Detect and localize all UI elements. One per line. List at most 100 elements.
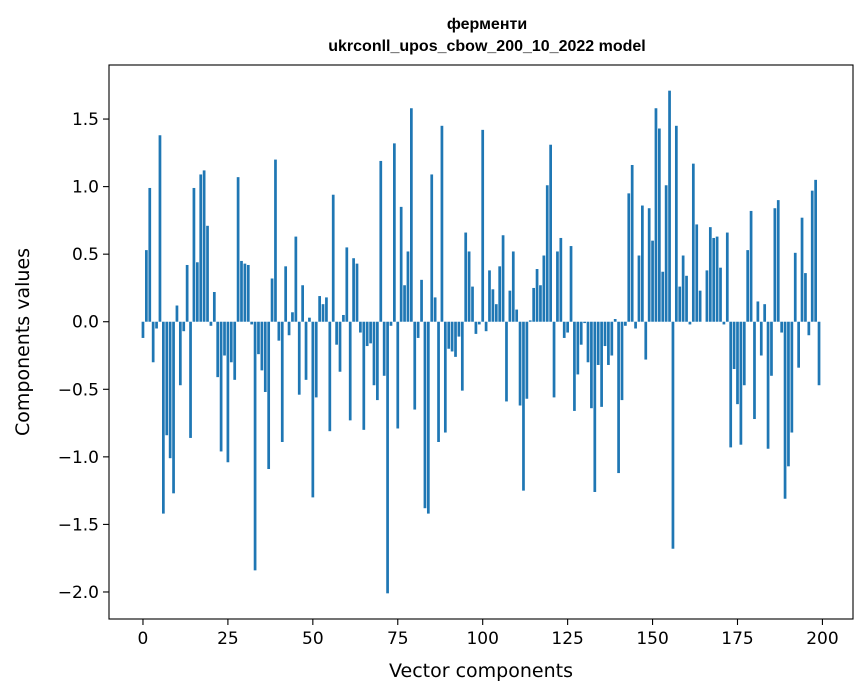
bar <box>342 314 345 322</box>
bar <box>287 321 291 336</box>
bar <box>348 321 352 421</box>
bar <box>192 187 196 322</box>
bar <box>457 321 461 337</box>
bar <box>746 250 750 322</box>
bar <box>579 321 583 345</box>
bar <box>443 321 447 433</box>
bar <box>372 321 376 386</box>
bar <box>593 321 597 492</box>
bar <box>671 321 675 549</box>
bar <box>736 321 739 405</box>
bar <box>382 321 386 376</box>
bar <box>311 321 315 498</box>
bar <box>396 321 400 429</box>
x-tick-label: 50 <box>302 629 324 649</box>
y-axis-label: Components values <box>12 248 34 436</box>
bar <box>274 159 277 322</box>
bar <box>267 321 271 470</box>
bar <box>199 174 203 322</box>
bar <box>634 321 637 329</box>
bar <box>511 251 515 322</box>
bar <box>766 321 770 449</box>
bar <box>535 269 539 322</box>
bar <box>280 321 284 442</box>
bar <box>172 321 175 494</box>
y-tick-label: 0.5 <box>72 245 99 265</box>
bar <box>165 321 169 436</box>
bar <box>178 321 182 386</box>
bar <box>637 255 641 322</box>
bar <box>613 319 617 322</box>
bar <box>542 255 546 322</box>
bar <box>294 236 298 322</box>
bar <box>630 164 634 322</box>
bar <box>168 321 172 459</box>
bar <box>338 321 342 372</box>
bar <box>688 321 692 325</box>
x-tick-label: 25 <box>217 629 239 649</box>
bar <box>518 321 522 406</box>
bar <box>263 321 267 392</box>
bar <box>773 208 777 322</box>
bar <box>304 321 308 380</box>
bar <box>318 296 321 322</box>
y-tick-label: −2.0 <box>58 583 99 603</box>
bar <box>749 210 753 322</box>
bar <box>494 304 498 322</box>
bar <box>501 235 505 322</box>
bar <box>410 108 413 322</box>
bar <box>253 321 257 571</box>
bar <box>270 278 274 322</box>
bar <box>552 321 556 398</box>
bar <box>617 321 620 474</box>
bar <box>624 321 627 326</box>
bar <box>681 255 685 322</box>
bar <box>790 321 794 433</box>
bar <box>562 321 566 338</box>
bar <box>141 321 145 338</box>
bar <box>484 321 488 332</box>
bar <box>610 321 614 356</box>
bar <box>708 227 712 322</box>
bar <box>314 321 318 398</box>
bar <box>209 321 213 326</box>
bar <box>151 321 155 363</box>
x-tick-label: 125 <box>551 629 583 649</box>
bar <box>804 273 807 322</box>
bar <box>603 321 607 347</box>
y-tick-label: 0.0 <box>72 313 99 333</box>
bar <box>467 251 471 322</box>
x-axis-label: Vector components <box>389 660 573 682</box>
chart-title: ферменти <box>447 16 527 33</box>
bar <box>297 321 301 395</box>
bar <box>291 312 294 322</box>
bar <box>216 321 220 378</box>
bar <box>335 321 338 345</box>
bar <box>739 321 743 445</box>
bar <box>695 224 699 322</box>
bar <box>583 321 586 324</box>
bar <box>488 270 491 322</box>
bar <box>712 237 716 322</box>
bar <box>158 135 162 322</box>
bar <box>797 321 800 368</box>
y-tick-label: 1.5 <box>72 110 99 130</box>
bar <box>243 263 247 322</box>
bar <box>189 321 192 438</box>
bar <box>399 206 403 322</box>
bar <box>226 321 230 463</box>
bar <box>814 179 817 322</box>
bar <box>515 309 519 322</box>
bar <box>641 205 644 322</box>
bar <box>576 321 580 375</box>
bar <box>691 163 695 322</box>
bar <box>776 200 780 322</box>
chart-subtitle: ukrconll_upos_cbow_200_10_2022 model <box>328 38 645 55</box>
x-tick-label: 150 <box>636 629 668 649</box>
bar <box>460 321 464 391</box>
bar <box>705 270 709 322</box>
bar <box>664 185 668 322</box>
bar <box>491 289 495 322</box>
bar <box>787 321 790 467</box>
bar <box>481 129 485 322</box>
